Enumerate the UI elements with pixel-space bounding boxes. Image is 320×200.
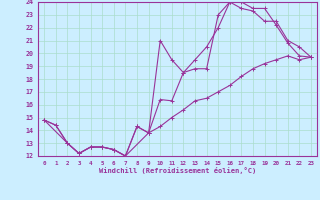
X-axis label: Windchill (Refroidissement éolien,°C): Windchill (Refroidissement éolien,°C) — [99, 167, 256, 174]
